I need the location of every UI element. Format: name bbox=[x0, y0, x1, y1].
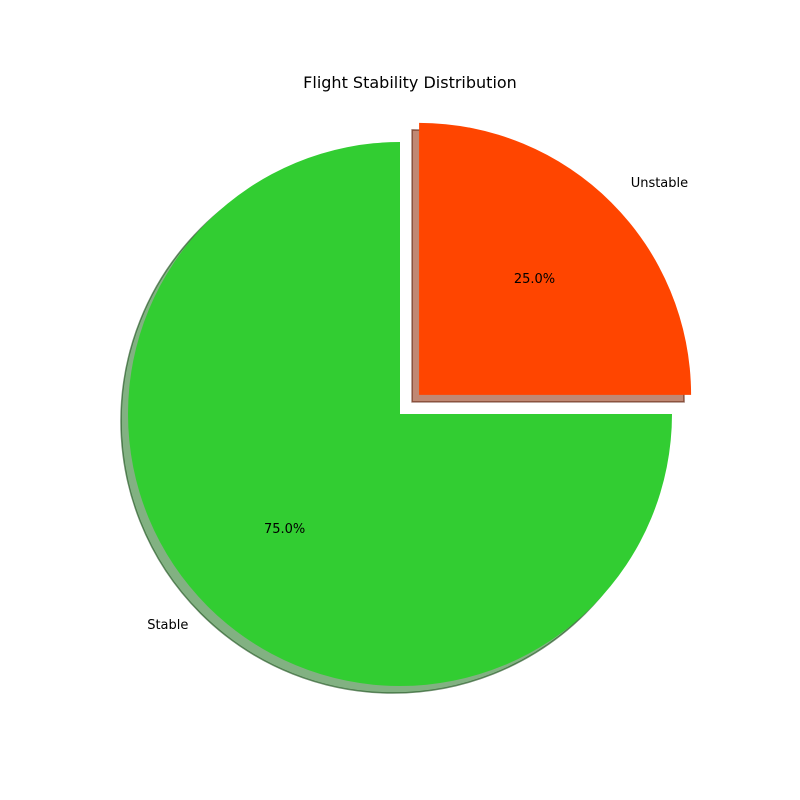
pct-label-stable: 75.0% bbox=[264, 522, 305, 537]
slice-label-unstable: Unstable bbox=[631, 176, 688, 191]
chart-title: Flight Stability Distribution bbox=[303, 73, 517, 92]
label-layer: Unstable 25.0% Stable 75.0% bbox=[147, 176, 688, 633]
slice-layer bbox=[128, 122, 692, 686]
slice-stable bbox=[128, 142, 672, 686]
slice-label-stable: Stable bbox=[147, 618, 188, 633]
slice-unstable bbox=[419, 122, 692, 395]
pct-label-unstable: 25.0% bbox=[514, 272, 555, 287]
